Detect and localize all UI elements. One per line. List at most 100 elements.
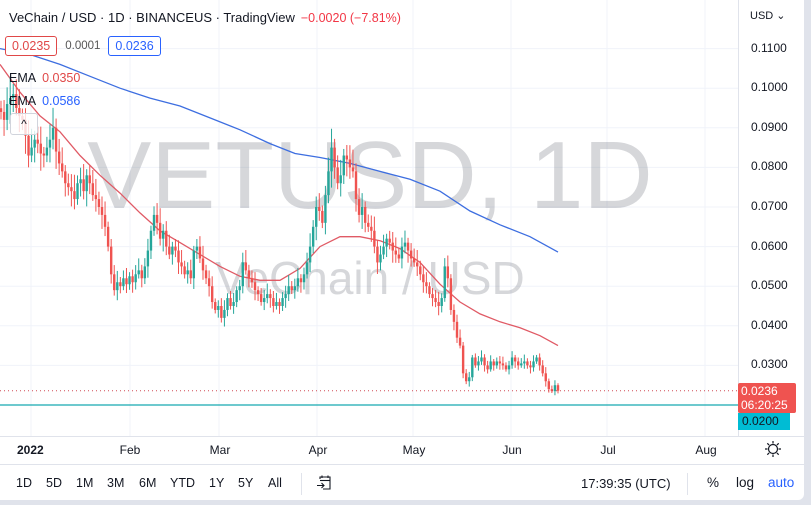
candle-body: [345, 155, 349, 160]
candle-body: [507, 365, 511, 370]
last-price: 0.0236: [741, 384, 778, 398]
candle-body: [229, 298, 232, 306]
candle-body: [82, 179, 85, 192]
candle-body: [103, 214, 107, 227]
candle-body: [547, 381, 551, 390]
candle-body: [8, 98, 12, 105]
candle-body: [91, 183, 95, 196]
last-price-tag: 0.0236 06:20:25: [738, 383, 796, 413]
candle-body: [155, 214, 159, 223]
candle-body: [351, 167, 355, 172]
candle-body: [275, 302, 278, 306]
range-all-button[interactable]: All: [268, 476, 282, 490]
price-tick-label: 0.0800: [751, 159, 788, 174]
range-6m-button[interactable]: 6M: [139, 476, 157, 490]
candle-body: [397, 254, 401, 259]
time-axis[interactable]: 2022 Feb Mar Apr May Jun Jul Aug: [0, 437, 804, 464]
candle-body: [27, 135, 30, 156]
candle-body: [76, 183, 79, 200]
indicator-ema-slow[interactable]: EMA 0.0586: [9, 94, 80, 108]
time-label: Jul: [600, 443, 616, 457]
symbol-title[interactable]: VeChain / USD · 1D · BINANCEUS · Trading…: [9, 10, 295, 25]
candle-body: [293, 286, 297, 291]
candle-body: [412, 258, 416, 263]
candle-body: [357, 199, 361, 215]
candle-body: [250, 278, 254, 283]
price-tick-label: 0.0700: [751, 199, 788, 213]
log-scale-toggle[interactable]: log: [736, 475, 755, 490]
currency-selector[interactable]: USD ⌄: [750, 10, 786, 22]
chart-legend: VeChain / USD · 1D · BINANCEUS · Trading…: [9, 10, 401, 25]
candle-body: [354, 171, 358, 200]
candle-body: [330, 147, 333, 172]
candle-body: [498, 361, 502, 364]
candle-body: [226, 298, 229, 310]
candle-body: [131, 276, 134, 283]
go-to-date-icon[interactable]: [316, 474, 334, 492]
settings-gear-icon[interactable]: [764, 440, 782, 458]
candle-body: [94, 195, 98, 200]
candle-body: [553, 385, 557, 392]
candle-body: [526, 361, 529, 366]
range-5y-button[interactable]: 5Y: [238, 476, 254, 490]
candle-body: [18, 108, 21, 116]
candle-body: [61, 163, 64, 172]
candle-body: [311, 226, 315, 247]
candle-body: [458, 337, 462, 346]
candle-body: [207, 278, 211, 287]
candle-body: [480, 357, 483, 362]
candle-body: [266, 294, 269, 299]
candle-body: [538, 357, 541, 366]
time-label: 2022: [17, 443, 44, 457]
candle-body: [158, 222, 162, 239]
candle-body: [510, 357, 514, 366]
auto-scale-toggle[interactable]: auto: [768, 475, 795, 490]
candle-body: [333, 147, 336, 168]
candle-body: [247, 270, 251, 279]
candle-body: [177, 250, 180, 263]
range-3m-button[interactable]: 3M: [107, 476, 125, 490]
candle-body: [269, 294, 272, 299]
candle-body: [88, 175, 91, 184]
candle-body: [428, 286, 431, 295]
candle-body: [244, 262, 248, 271]
candle-body: [336, 167, 339, 184]
candle-body: [100, 207, 104, 215]
candle-body: [532, 361, 535, 368]
candle-body: [15, 94, 18, 108]
watermark-symbol: VETUSD, 1D: [87, 122, 652, 229]
candle-body: [388, 238, 391, 243]
range-ytd-button[interactable]: YTD: [170, 476, 195, 490]
candle-body: [363, 207, 367, 223]
candle-body: [489, 361, 492, 370]
candle-body: [446, 266, 450, 279]
candle-body: [321, 210, 324, 223]
candle-body: [452, 309, 456, 322]
candle-body: [67, 183, 70, 188]
indicator-ema-fast[interactable]: EMA 0.0350: [9, 71, 80, 85]
candle-body: [342, 155, 345, 176]
range-5d-button[interactable]: 5D: [46, 476, 62, 490]
candle-body: [152, 214, 156, 231]
percent-scale-toggle[interactable]: %: [707, 475, 720, 490]
candle-body: [305, 262, 309, 275]
range-1y-button[interactable]: 1Y: [209, 476, 225, 490]
collapse-legend-button[interactable]: ^: [10, 113, 38, 135]
candle-body: [281, 298, 284, 306]
range-1d-button[interactable]: 1D: [16, 476, 32, 490]
candle-body: [287, 286, 290, 295]
candle-body: [535, 357, 538, 362]
indicator-value: 0.0350: [42, 71, 81, 85]
utc-clock[interactable]: 17:39:35 (UTC): [581, 476, 671, 491]
sell-button[interactable]: 0.0235: [5, 36, 58, 56]
candle-body: [70, 187, 73, 192]
candle-body: [125, 278, 128, 285]
candle-body: [486, 365, 489, 370]
candle-body: [217, 306, 220, 310]
candle-body: [324, 195, 327, 223]
candle-body: [189, 270, 192, 279]
candle-body: [360, 207, 364, 215]
range-1m-button[interactable]: 1M: [76, 476, 94, 490]
buy-button[interactable]: 0.0236: [108, 36, 161, 56]
